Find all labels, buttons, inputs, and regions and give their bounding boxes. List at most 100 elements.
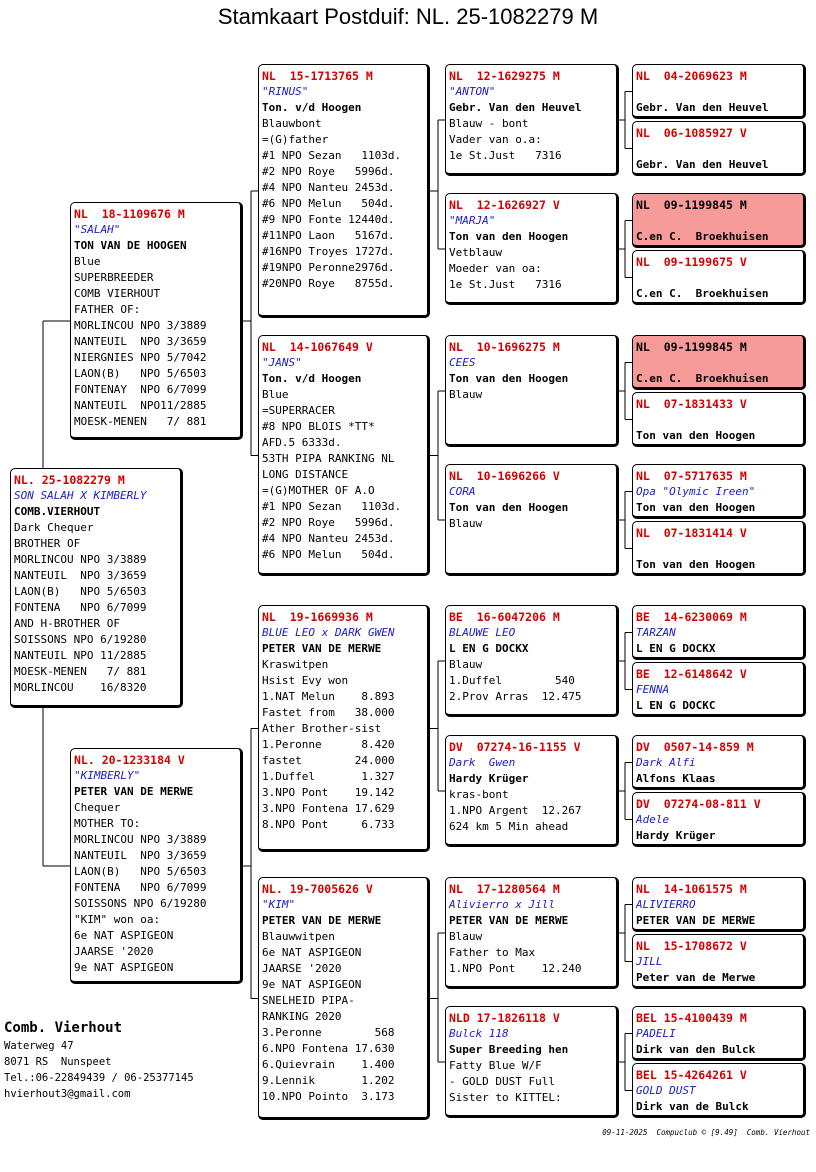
pigeon-name: CORA <box>449 485 476 498</box>
info-line: Vetblauw <box>449 246 502 259</box>
info-line: "KIM" won oa: <box>74 913 161 926</box>
ring-number: NL 07-1831433 V <box>636 397 747 411</box>
pedigree-box: NL 07-5717635 M Opa "Olymic Ireen" Ton van… <box>632 464 806 519</box>
info-line: 6.Quievrain 1.400 <box>262 1058 395 1071</box>
ring-number: BE 16-6047206 M <box>449 610 560 624</box>
info-line: #16NPO Troyes 1727d. <box>262 245 395 258</box>
info-line: MORLINCOU NPO 3/3889 <box>14 553 147 566</box>
info-line: Blue <box>74 255 101 268</box>
info-line: AFD.5 6333d. <box>262 436 342 449</box>
ring-number: NL. 25-1082279 M <box>14 473 125 487</box>
pigeon-name: GOLD DUST <box>636 1084 696 1097</box>
info-line: COMB VIERHOUT <box>74 287 161 300</box>
pigeon-name: BLUE LEO x DARK GWEN <box>262 626 395 639</box>
pigeon-name: Alivierro x Jill <box>449 898 555 911</box>
pigeon-name: Dark Alfi <box>636 756 696 769</box>
owner: Dirk van de Bulck <box>636 1100 749 1113</box>
owner: PETER VAN DE MERWE <box>74 785 194 798</box>
owner: C.en C. Broekhuisen <box>636 230 769 243</box>
info-line: 1.Duffel 1.327 <box>262 770 395 783</box>
info-line: Blauw <box>449 658 483 671</box>
pigeon-name: SON SALAH X KIMBERLY <box>14 489 147 502</box>
info-line: 1e St.Just 7316 <box>449 149 562 162</box>
ring-number: DV 07274-16-1155 V <box>449 740 581 754</box>
pedigree-box: NL 07-1831433 V Ton van den Hoogen <box>632 392 806 447</box>
info-line: kras-bont <box>449 788 509 801</box>
info-line: Vader van o.a: <box>449 133 542 146</box>
pedigree-box: BEL 15-4100439 M PADELI Dirk van den Bulck <box>632 1006 806 1061</box>
info-line: MORLINCOU NPO 3/3889 <box>74 833 207 846</box>
owner: TON VAN DE HOOGEN <box>74 239 187 252</box>
ring-number: NL 07-1831414 V <box>636 526 747 540</box>
info-line: Hsist Evy won <box>262 674 349 687</box>
info-line: NANTEUIL NPO 3/3659 <box>74 849 207 862</box>
info-line: 9e NAT ASPIGEON <box>262 978 362 991</box>
info-line: #1 NPO Sezan 1103d. <box>262 149 402 162</box>
pigeon-name: "ANTON" <box>449 85 496 98</box>
info-line: 2.Prov Arras 12.475 <box>449 690 582 703</box>
breeder: Comb. Vierhout Waterweg 47 8071 RS Nunspe… <box>4 1018 194 1102</box>
ring-number: NL 12-1626927 V <box>449 198 560 212</box>
owner: Ton. v/d Hoogen <box>262 372 362 385</box>
info-line: MOESK-MENEN 7/ 881 <box>14 665 147 678</box>
info-line: FONTENAY NPO 6/7099 <box>74 383 207 396</box>
owner: COMB.VIERHOUT <box>14 505 101 518</box>
pedigree-box: NL 09-1199845 M C.en C. Broekhuisen <box>632 335 806 390</box>
info-line: SUPERBREEDER <box>74 271 154 284</box>
ring-number: NL 09-1199675 V <box>636 255 747 269</box>
pedigree-box: NL 12-1629275 M "ANTON" Gebr. Van den Heuv… <box>445 64 619 176</box>
ring-number: DV 0507-14-859 M <box>636 740 754 754</box>
info-line: Fatty Blue W/F <box>449 1059 542 1072</box>
info-line: 9.Lennik 1.202 <box>262 1074 395 1087</box>
ring-number: NL 07-5717635 M <box>636 469 747 483</box>
info-line: Moeder van oa: <box>449 262 542 275</box>
info-line: 6.NPO Fontena 17.630 <box>262 1042 395 1055</box>
info-line: FATHER OF: <box>74 303 141 316</box>
info-line: NIERGNIES NPO 5/7042 <box>74 351 207 364</box>
pigeon-name: PADELI <box>636 1027 676 1040</box>
breeder-name: Comb. Vierhout <box>4 1020 123 1036</box>
info-line: LONG DISTANCE <box>262 468 349 481</box>
info-line: 1.Duffel 540 <box>449 674 575 687</box>
info-line: 624 km 5 Min ahead <box>449 820 569 833</box>
pedigree-box: NL 10-1696275 M CEES Ton van den Hoogen Bla… <box>445 335 619 447</box>
footer: 09-11-2025 Compuclub © [9.49] Comb. Vier… <box>602 1128 810 1137</box>
pigeon-name: Bulck 118 <box>449 1027 509 1040</box>
pigeon-name: "KIMBERLY" <box>74 769 141 782</box>
info-line: 10.NPO Pointo 3.173 <box>262 1090 395 1103</box>
info-line: 3.Peronne 568 <box>262 1026 395 1039</box>
info-line: BROTHER OF <box>14 537 81 550</box>
info-line: Fastet from 38.000 <box>262 706 395 719</box>
ring-number: NL 18-1109676 M <box>74 207 185 221</box>
info-line: 6e NAT ASPIGEON <box>262 946 362 959</box>
pedigree-box: NL 15-1708672 V JILL Peter van de Merwe <box>632 934 806 989</box>
info-line: LAON(B) NPO 5/6503 <box>14 585 147 598</box>
ring-number: NL 15-1708672 V <box>636 939 747 953</box>
info-line: SOISSONS NPO 6/19280 <box>74 897 207 910</box>
info-line: MORLINCOU NPO 3/3889 <box>74 319 207 332</box>
info-line: #11NPO Laon 5167d. <box>262 229 395 242</box>
info-line: NANTEUIL NPO 11/2885 <box>14 649 147 662</box>
info-line: 1.NPO Argent 12.267 <box>449 804 582 817</box>
info-line: LAON(B) NPO 5/6503 <box>74 367 207 380</box>
info-line: #4 NPO Nanteu 2453d. <box>262 181 395 194</box>
info-line: - GOLD DUST Full <box>449 1075 555 1088</box>
pigeon-name: CEES <box>449 356 476 369</box>
pigeon-name: "JANS" <box>262 356 302 369</box>
pedigree-box: NL 07-1831414 V Ton van den Hoogen <box>632 521 806 576</box>
owner: Gebr. Van den Heuvel <box>449 101 582 114</box>
ring-number: NL. 19-7005626 V <box>262 882 373 896</box>
owner: L EN G DOCKC <box>636 699 716 712</box>
info-line: Blauw <box>449 517 483 530</box>
breeder-line: Tel.:06-22849439 / 06-25377145 <box>4 1072 194 1084</box>
owner: Ton van den Hoogen <box>449 372 569 385</box>
pedigree-box: NL 19-1669936 M BLUE LEO x DARK GWEN PETER… <box>258 605 430 852</box>
owner: Peter van de Merwe <box>636 971 756 984</box>
info-line: JAARSE '2020 <box>74 945 154 958</box>
info-line: MOESK-MENEN 7/ 881 <box>74 415 207 428</box>
owner: PETER VAN DE MERWE <box>636 914 756 927</box>
info-line: =SUPERRACER <box>262 404 335 417</box>
info-line: Blauw <box>449 930 483 943</box>
info-line: 3.NPO Fontena 17.629 <box>262 802 395 815</box>
